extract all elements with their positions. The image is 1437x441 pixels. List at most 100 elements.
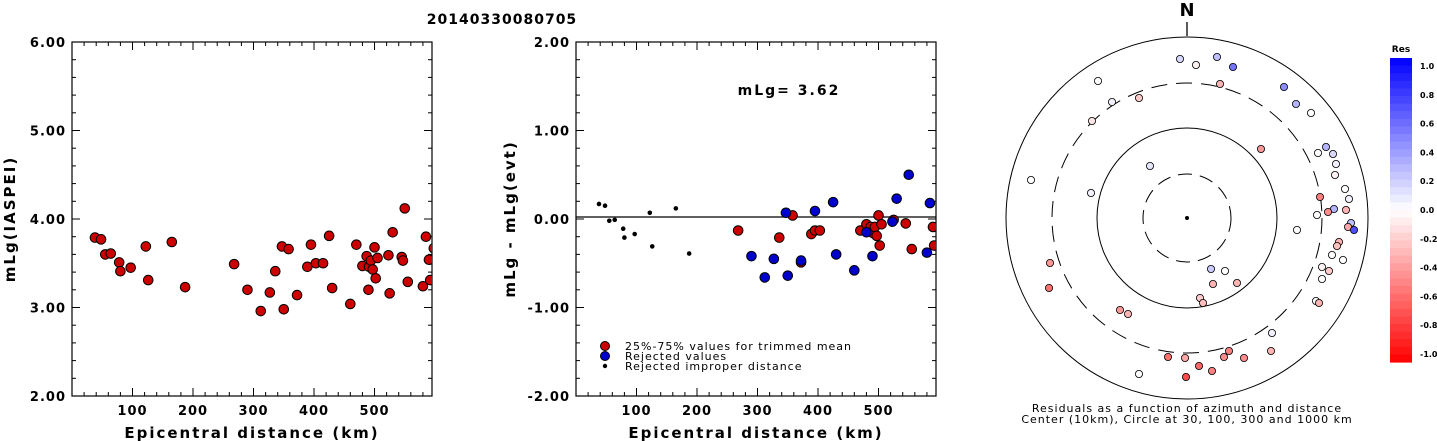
station-marker <box>1325 266 1334 275</box>
station-marker <box>1328 250 1337 259</box>
station-marker <box>1322 142 1331 151</box>
station-marker <box>1292 100 1301 109</box>
colorbar-tick-label: 0.2 <box>1420 177 1434 186</box>
station-marker <box>1318 274 1327 283</box>
station-marker <box>1267 346 1276 355</box>
panel1-frame <box>71 41 433 397</box>
data-point <box>424 274 432 286</box>
station-marker <box>1314 148 1323 157</box>
y-tick-label: -1.00 <box>528 302 570 317</box>
colorbar-cell <box>1390 217 1412 226</box>
ring-100km <box>1096 127 1278 309</box>
station-marker <box>1268 328 1277 337</box>
station-marker <box>1135 369 1144 378</box>
x-tick-label: 300 <box>238 404 268 419</box>
colorbar-cell <box>1390 240 1412 249</box>
panel2-mlg-annotation: mLg= 3.62 <box>738 83 841 99</box>
colorbar-cell <box>1390 210 1412 219</box>
y-tick-label: 2.00 <box>534 36 570 51</box>
station-marker <box>1229 63 1238 72</box>
colorbar-cell <box>1390 248 1412 257</box>
data-point <box>367 264 379 275</box>
station-marker <box>1087 188 1096 197</box>
data-point <box>402 276 414 288</box>
x-tick-label: 100 <box>621 404 651 419</box>
figure-title: 20140330080705 <box>427 12 577 28</box>
data-point <box>387 226 398 238</box>
data-point <box>423 254 432 266</box>
colorbar-cell <box>1390 331 1412 340</box>
data-point <box>179 281 191 293</box>
data-point <box>759 272 771 283</box>
data-point <box>370 272 382 284</box>
colorbar-tick-label: 0.6 <box>1420 120 1435 129</box>
colorbar-cell <box>1390 354 1412 363</box>
y-tick-label: -2.00 <box>528 390 570 405</box>
data-point <box>269 265 281 277</box>
data-point <box>383 249 394 261</box>
data-point <box>773 232 785 243</box>
colorbar-tick-label: -0.2 <box>1420 235 1437 244</box>
ring-1000km <box>1005 36 1369 400</box>
colorbar-tick-label: 0.4 <box>1420 148 1435 157</box>
colorbar-cell <box>1390 187 1412 196</box>
colorbar-cell <box>1390 80 1412 89</box>
data-point <box>115 265 126 277</box>
data-point <box>397 255 409 266</box>
station-marker <box>1164 352 1173 361</box>
station-marker <box>1108 98 1117 107</box>
data-point <box>903 169 915 181</box>
colorbar-cell <box>1390 172 1412 181</box>
data-point <box>871 230 883 242</box>
colorbar-cell <box>1390 65 1412 74</box>
data-point-improper <box>612 217 618 223</box>
colorbar-cell <box>1390 308 1412 317</box>
data-point <box>814 225 826 236</box>
data-point <box>768 253 780 265</box>
y-tick-label: 3.00 <box>30 302 66 317</box>
colorbar-tick-label: -0.4 <box>1420 264 1437 273</box>
data-point <box>399 203 411 214</box>
station-marker <box>1333 241 1342 250</box>
station-marker <box>1116 305 1125 314</box>
colorbar-cell <box>1390 103 1412 112</box>
data-point <box>827 196 839 208</box>
panel2-xlabel: Epicentral distance (km) <box>628 424 883 441</box>
station-marker <box>1307 109 1316 118</box>
legend-label-improper: Rejected improper distance <box>625 360 803 373</box>
y-tick-label: 0.00 <box>534 213 570 228</box>
x-tick-label: 200 <box>178 404 208 419</box>
data-point <box>927 221 936 233</box>
data-point <box>928 240 936 251</box>
station-marker <box>1213 53 1222 62</box>
station-marker <box>1342 205 1351 214</box>
station-marker <box>1220 352 1229 361</box>
colorbar-cell <box>1390 316 1412 325</box>
colorbar-cell <box>1390 293 1412 302</box>
colorbar-cell <box>1390 134 1412 143</box>
data-point <box>849 265 860 276</box>
data-point-improper <box>647 210 653 216</box>
y-tick-label: 6.00 <box>30 36 66 51</box>
station-marker <box>1088 117 1097 126</box>
colorbar-tick-label: 1.0 <box>1420 62 1435 71</box>
station-marker <box>1094 77 1103 86</box>
data-point <box>242 284 253 296</box>
station-marker <box>1221 266 1230 275</box>
colorbar-cell <box>1390 96 1412 105</box>
data-point <box>891 193 902 204</box>
station-marker <box>1207 264 1216 273</box>
data-point <box>780 207 792 219</box>
data-point <box>113 257 125 268</box>
panel1-xlabel: Epicentral distance (km) <box>124 424 379 441</box>
data-point <box>105 248 117 259</box>
data-point <box>830 249 842 260</box>
panel1-ylabel: mLg(IASPEI) <box>1 156 19 282</box>
data-point <box>278 303 290 315</box>
x-tick-label: 200 <box>682 404 712 419</box>
station-marker <box>1192 61 1201 70</box>
data-point <box>255 305 267 317</box>
colorbar-cell <box>1390 73 1412 82</box>
y-tick-label: 2.00 <box>30 390 66 405</box>
data-point <box>795 255 807 266</box>
